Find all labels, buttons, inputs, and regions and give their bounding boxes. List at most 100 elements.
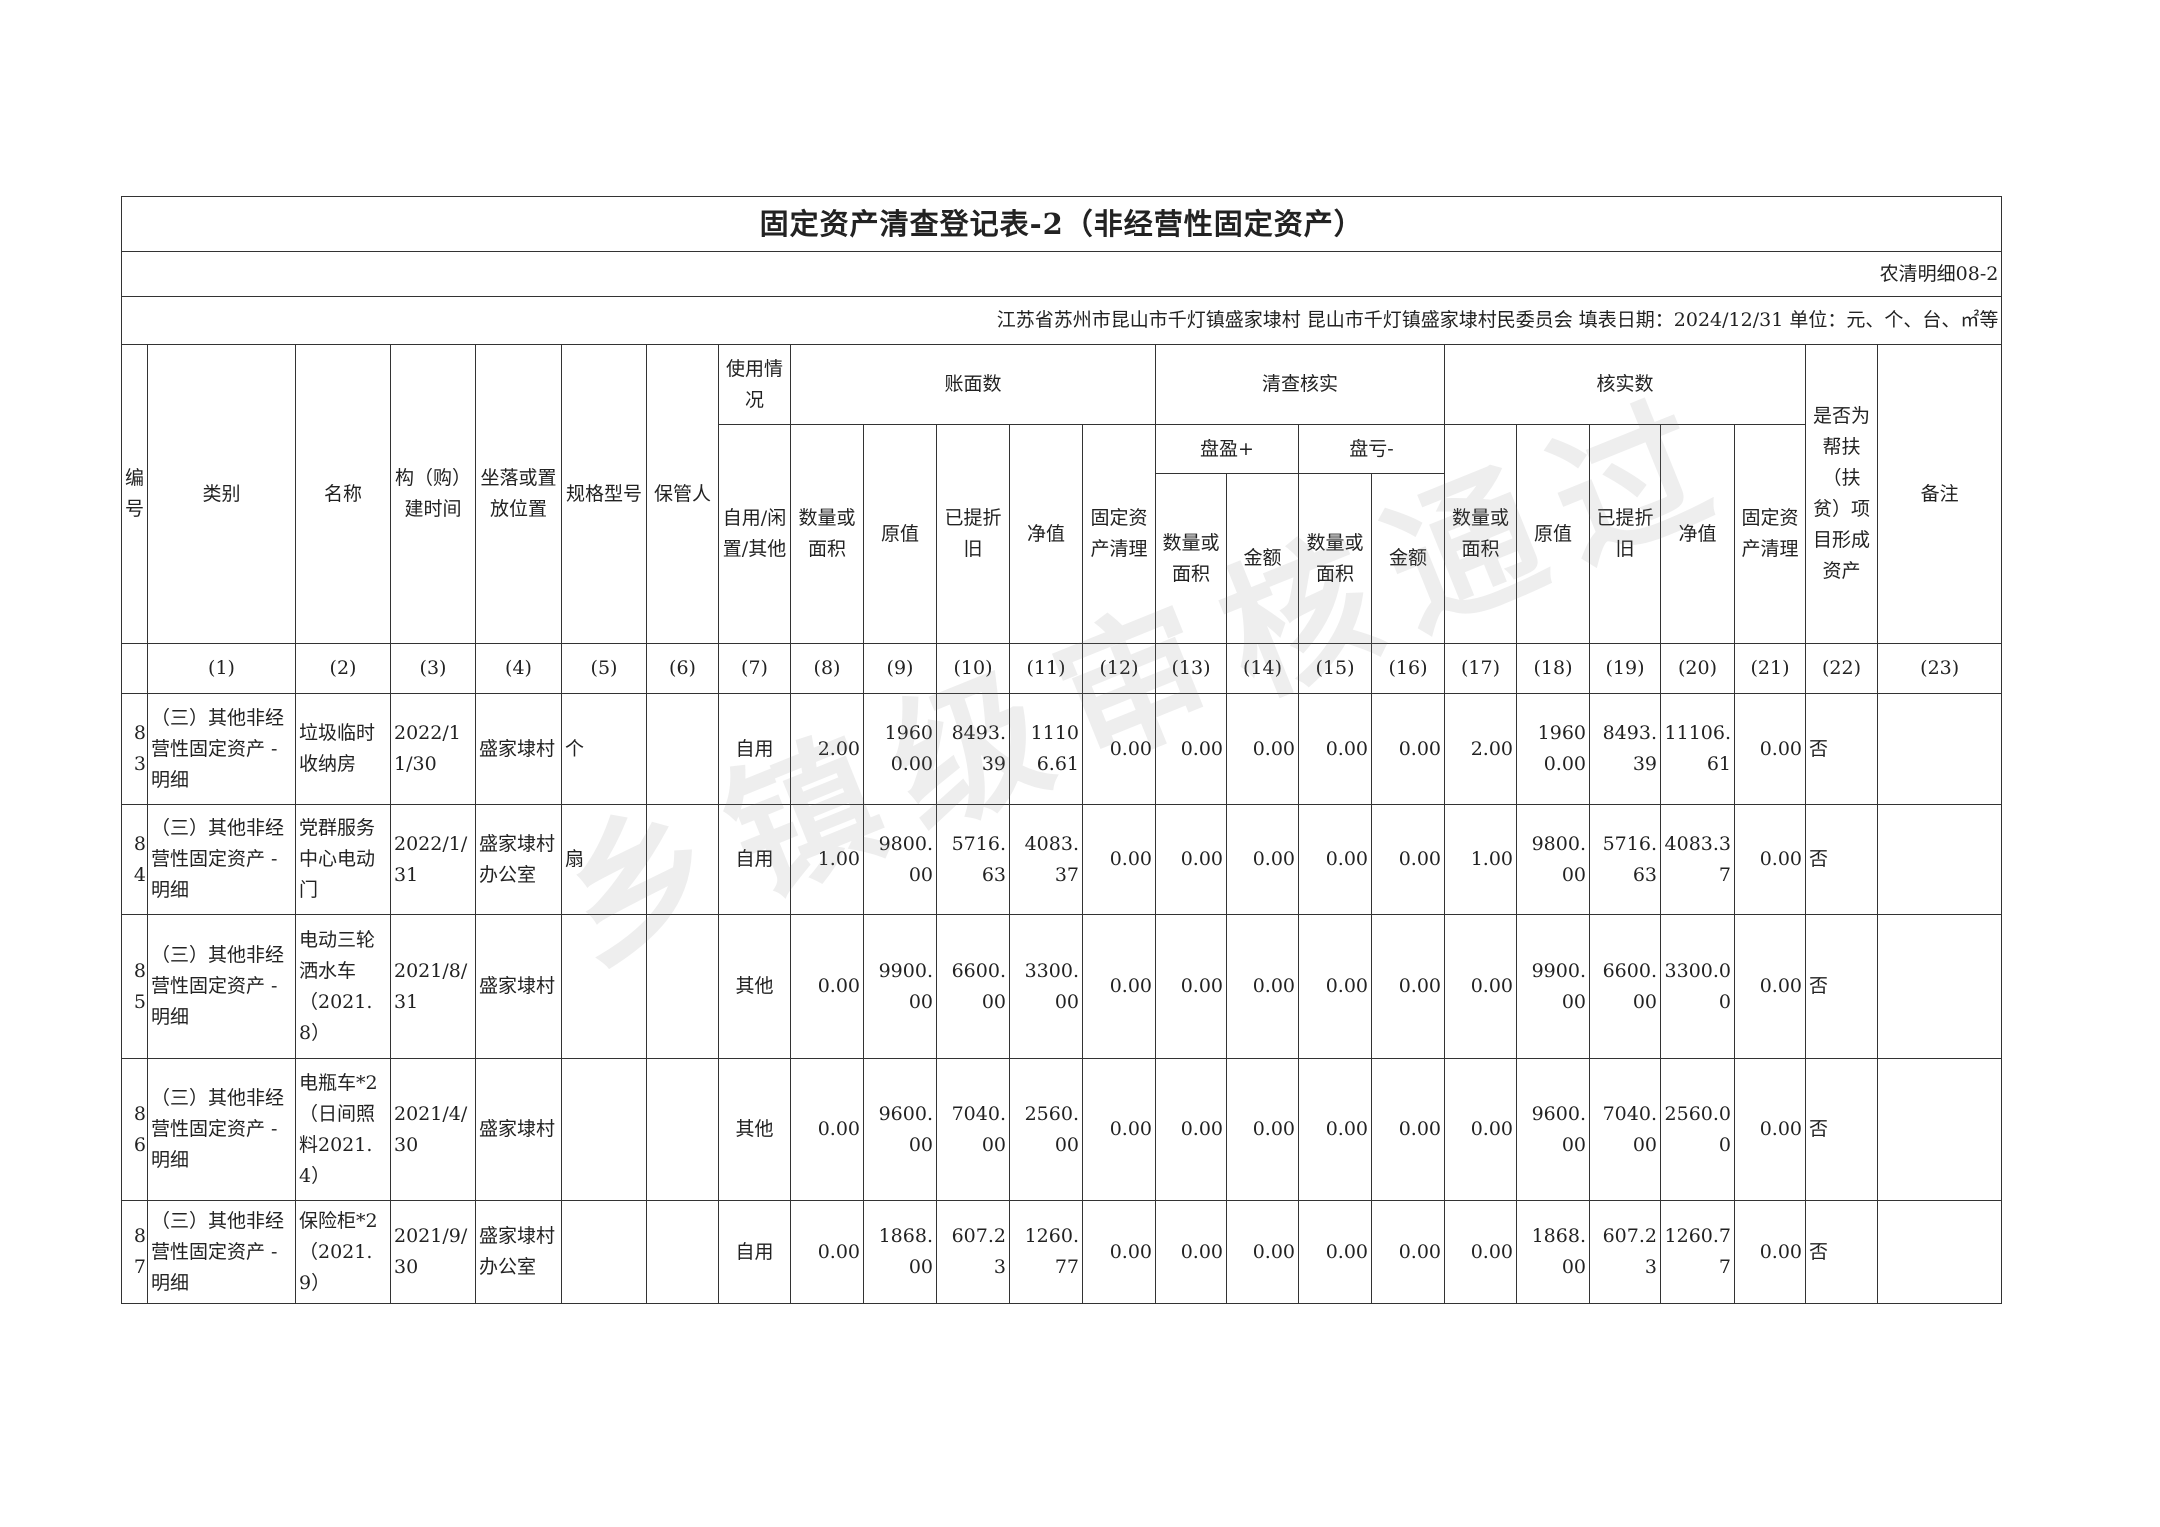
column-number: (6) xyxy=(646,643,719,694)
column-number: (8) xyxy=(790,643,864,694)
header-category: 类别 xyxy=(147,344,296,644)
column-number: (2) xyxy=(295,643,391,694)
table-cell: 85 xyxy=(121,914,148,1059)
table-cell: 否 xyxy=(1805,693,1878,805)
header-keeper: 保管人 xyxy=(646,344,719,644)
table-cell: 7040.00 xyxy=(936,1058,1010,1201)
column-number: (18) xyxy=(1516,643,1590,694)
table-cell: 否 xyxy=(1805,914,1878,1059)
table-cell xyxy=(646,693,719,805)
header-deficit-qty: 数量或面积 xyxy=(1298,473,1372,644)
header-ver-orig: 原值 xyxy=(1516,424,1590,644)
header-deficit-amount: 金额 xyxy=(1371,473,1445,644)
table-cell: 否 xyxy=(1805,1200,1878,1304)
table-cell: 84 xyxy=(121,804,148,915)
column-number xyxy=(121,643,148,694)
table-cell: 2.00 xyxy=(1444,693,1517,805)
table-cell: 电瓶车*2（日间照料2021.4） xyxy=(295,1058,391,1201)
header-book-clear: 固定资产清理 xyxy=(1082,424,1156,644)
column-number: (7) xyxy=(718,643,791,694)
table-cell: 8493.39 xyxy=(1589,693,1661,805)
table-cell: 盛家埭村办公室 xyxy=(475,1200,562,1304)
table-cell: 5716.63 xyxy=(1589,804,1661,915)
table-cell: 0.00 xyxy=(1155,804,1227,915)
table-cell: 2022/11/30 xyxy=(390,693,476,805)
header-deficit: 盘亏- xyxy=(1298,424,1445,474)
table-cell: 0.00 xyxy=(1734,1058,1806,1201)
asset-register-table: 固定资产清查登记表-2（非经营性固定资产） 农清明细08-2 江苏省苏州市昆山市… xyxy=(120,196,2003,1304)
table-cell: 19600.00 xyxy=(1516,693,1590,805)
table-cell: 0.00 xyxy=(790,1200,864,1304)
table-cell: 3300.00 xyxy=(1009,914,1083,1059)
table-cell: 11106.61 xyxy=(1009,693,1083,805)
header-ver-depr: 已提折旧 xyxy=(1589,424,1661,644)
table-cell xyxy=(646,914,719,1059)
table-cell: 个 xyxy=(561,693,647,805)
table-cell: 607.23 xyxy=(936,1200,1010,1304)
header-ver-net: 净值 xyxy=(1660,424,1735,644)
table-cell: 0.00 xyxy=(1734,1200,1806,1304)
table-row: 83 （三）其他非经营性固定资产 - 明细 垃圾临时收纳房 2022/11/30 盛家埭… xyxy=(121,693,2003,805)
table-cell: 4083.37 xyxy=(1009,804,1083,915)
table-cell: 9600.00 xyxy=(863,1058,937,1201)
table-cell: 0.00 xyxy=(1371,914,1445,1059)
column-number: (10) xyxy=(936,643,1010,694)
column-number: (19) xyxy=(1589,643,1661,694)
table-cell: 5716.63 xyxy=(936,804,1010,915)
table-cell: （三）其他非经营性固定资产 - 明细 xyxy=(147,914,296,1059)
table-cell: 9600.00 xyxy=(1516,1058,1590,1201)
table-cell: 2560.00 xyxy=(1660,1058,1735,1201)
table-cell: 0.00 xyxy=(1226,804,1299,915)
column-number-row: (1) (2) (3) (4) (5) (6) (7) (8) (9) (10) (11) (12)(… xyxy=(121,643,2003,694)
table-cell: 0.00 xyxy=(1734,693,1806,805)
table-cell: 9800.00 xyxy=(1516,804,1590,915)
form-code: 农清明细08-2 xyxy=(120,251,2003,297)
table-cell: 0.00 xyxy=(1082,914,1156,1059)
column-number: (16) xyxy=(1371,643,1445,694)
table-cell: 87 xyxy=(121,1200,148,1304)
table-cell: 0.00 xyxy=(1155,914,1227,1059)
table-cell: 1868.00 xyxy=(1516,1200,1590,1304)
column-number: (21) xyxy=(1734,643,1806,694)
table-cell: 0.00 xyxy=(1155,1058,1227,1201)
column-number: (4) xyxy=(475,643,562,694)
table-cell xyxy=(1876,693,2003,805)
table-cell: 0.00 xyxy=(1371,804,1445,915)
table-cell xyxy=(1876,804,2003,915)
table-cell: 9900.00 xyxy=(1516,914,1590,1059)
header-book-qty: 数量或面积 xyxy=(790,424,864,644)
table-cell: 2021/8/31 xyxy=(390,914,476,1059)
table-cell: 电动三轮洒水车（2021.8） xyxy=(295,914,391,1059)
header-verified: 核实数 xyxy=(1444,344,1806,425)
table-cell: 0.00 xyxy=(1298,804,1372,915)
column-number: (17) xyxy=(1444,643,1517,694)
table-cell: 6600.00 xyxy=(1589,914,1661,1059)
table-cell xyxy=(646,1058,719,1201)
table-cell: 垃圾临时收纳房 xyxy=(295,693,391,805)
table-cell: 0.00 xyxy=(1298,693,1372,805)
table-cell: 0.00 xyxy=(1155,1200,1227,1304)
column-number: (1) xyxy=(147,643,296,694)
table-cell: 0.00 xyxy=(1371,1058,1445,1201)
header-usage-sub: 自用/闲置/其他 xyxy=(718,424,791,644)
meta-line: 江苏省苏州市昆山市千灯镇盛家埭村 昆山市千灯镇盛家埭村民委员会 填表日期：202… xyxy=(120,296,2003,345)
header-book-orig: 原值 xyxy=(863,424,937,644)
header-surplus: 盘盈+ xyxy=(1155,424,1299,474)
table-cell: 自用 xyxy=(718,1200,791,1304)
table-cell: 自用 xyxy=(718,693,791,805)
table-cell: 0.00 xyxy=(1226,914,1299,1059)
table-cell: 2021/9/30 xyxy=(390,1200,476,1304)
table-cell: 9800.00 xyxy=(863,804,937,915)
header-book-net: 净值 xyxy=(1009,424,1083,644)
table-cell: 1.00 xyxy=(790,804,864,915)
table-cell: 党群服务中心电动门 xyxy=(295,804,391,915)
table-cell: 0.00 xyxy=(1371,693,1445,805)
header-usage: 使用情况 xyxy=(718,344,791,425)
table-cell: 盛家埭村 xyxy=(475,693,562,805)
table-cell: 2022/1/31 xyxy=(390,804,476,915)
table-row: 85 （三）其他非经营性固定资产 - 明细 电动三轮洒水车（2021.8） 2021/… xyxy=(121,914,2003,1059)
table-cell: 83 xyxy=(121,693,148,805)
table-cell: 0.00 xyxy=(1082,1058,1156,1201)
table-cell: 1260.77 xyxy=(1009,1200,1083,1304)
table-cell: 1260.77 xyxy=(1660,1200,1735,1304)
